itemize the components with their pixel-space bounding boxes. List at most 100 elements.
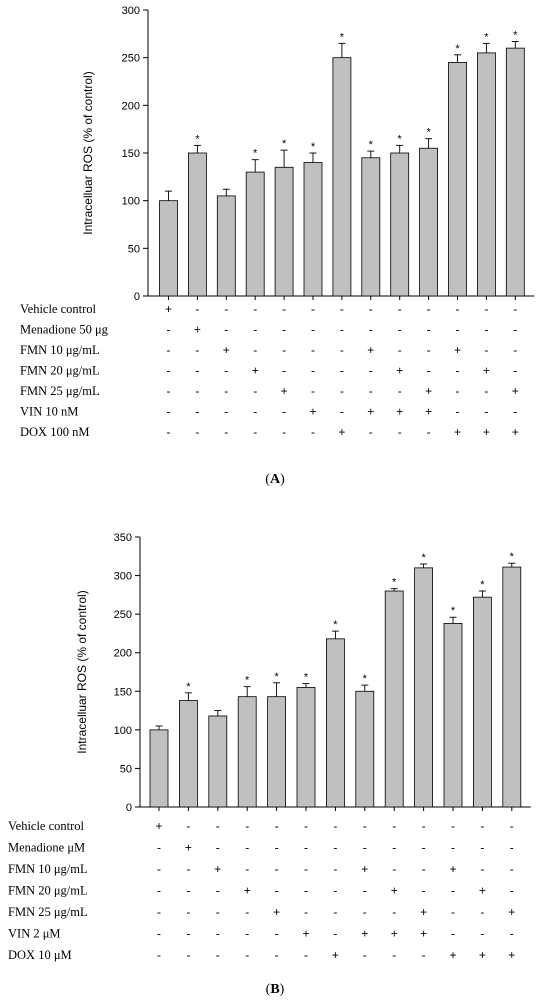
treatment-sign: - bbox=[451, 927, 455, 941]
treatment-label: DOX 100 nM bbox=[20, 425, 89, 439]
y-tick-label: 350 bbox=[114, 532, 132, 544]
treatment-sign: - bbox=[167, 343, 171, 357]
treatment-sign: - bbox=[304, 948, 308, 962]
treatment-sign: + bbox=[367, 343, 374, 357]
treatment-sign: - bbox=[392, 841, 396, 855]
treatment-label: VIN 2 μM bbox=[8, 927, 61, 941]
treatment-sign: - bbox=[451, 905, 455, 919]
treatment-sign: - bbox=[253, 343, 257, 357]
chart-panel-a: 0 50 100 150 200 250 300 Intracelluar ROS (% of… bbox=[20, 5, 535, 487]
significance-star: * bbox=[513, 29, 518, 41]
treatment-sign: - bbox=[427, 323, 431, 337]
treatment-sign: - bbox=[340, 384, 344, 398]
treatment-sign: - bbox=[363, 841, 367, 855]
significance-star: * bbox=[451, 605, 456, 617]
bar bbox=[384, 590, 404, 808]
treatment-sign: - bbox=[480, 905, 484, 919]
treatment-sign: - bbox=[245, 948, 249, 962]
treatment-sign: - bbox=[340, 364, 344, 378]
treatment-sign: - bbox=[245, 862, 249, 876]
treatment-sign: + bbox=[425, 384, 432, 398]
treatment-sign: - bbox=[186, 948, 190, 962]
treatment-sign: + bbox=[165, 302, 172, 316]
treatment-sign: - bbox=[304, 819, 308, 833]
treatment-sign: - bbox=[510, 927, 514, 941]
panel-paren-open: ( bbox=[265, 472, 270, 487]
treatment-sign: + bbox=[391, 927, 398, 941]
treatment-sign: - bbox=[311, 323, 315, 337]
treatment-sign: + bbox=[479, 884, 486, 898]
panel-letter: A bbox=[270, 472, 281, 487]
treatment-sign: - bbox=[275, 927, 279, 941]
treatment-sign: - bbox=[311, 364, 315, 378]
treatment-sign: - bbox=[480, 927, 484, 941]
treatment-sign: - bbox=[484, 343, 488, 357]
treatment-sign: - bbox=[422, 841, 426, 855]
treatment-sign: - bbox=[369, 425, 373, 439]
treatment-sign: + bbox=[273, 905, 280, 919]
treatment-sign: - bbox=[304, 841, 308, 855]
bar bbox=[237, 696, 257, 808]
treatment-sign: + bbox=[338, 425, 345, 439]
significance-star: * bbox=[333, 619, 338, 631]
treatment-sign: - bbox=[427, 425, 431, 439]
treatment-sign: + bbox=[391, 884, 398, 898]
treatment-sign: - bbox=[253, 323, 257, 337]
bar bbox=[208, 715, 228, 808]
treatment-sign: - bbox=[484, 384, 488, 398]
treatment-sign: + bbox=[512, 425, 519, 439]
significance-star: * bbox=[398, 133, 403, 145]
bar bbox=[178, 700, 198, 808]
significance-star: * bbox=[195, 133, 200, 145]
treatment-sign: - bbox=[510, 884, 514, 898]
treatment-sign: - bbox=[245, 819, 249, 833]
treatment-sign: - bbox=[422, 948, 426, 962]
treatment-sign: + bbox=[479, 948, 486, 962]
treatment-sign: - bbox=[195, 425, 199, 439]
y-tick-label: 150 bbox=[114, 686, 132, 698]
bar bbox=[419, 147, 439, 297]
treatment-sign: - bbox=[392, 819, 396, 833]
treatment-sign: + bbox=[194, 323, 201, 337]
treatment-sign: - bbox=[340, 302, 344, 316]
treatment-sign: - bbox=[340, 343, 344, 357]
treatment-sign: - bbox=[157, 905, 161, 919]
y-axis-label: Intracelluar ROS (% of control) bbox=[81, 71, 95, 234]
significance-star: * bbox=[510, 551, 515, 563]
treatment-sign: + bbox=[361, 927, 368, 941]
treatment-sign: - bbox=[304, 884, 308, 898]
treatment-label: FMN 10 μg/mL bbox=[20, 343, 100, 357]
treatment-sign: + bbox=[508, 905, 515, 919]
treatment-sign: - bbox=[480, 841, 484, 855]
treatment-sign: - bbox=[224, 384, 228, 398]
y-tick-label: 300 bbox=[114, 571, 132, 583]
bar bbox=[149, 729, 169, 808]
treatment-sign: - bbox=[392, 948, 396, 962]
treatment-sign: - bbox=[157, 862, 161, 876]
treatment-sign: - bbox=[369, 323, 373, 337]
treatment-sign: - bbox=[245, 841, 249, 855]
significance-star: * bbox=[392, 577, 397, 589]
bar bbox=[274, 166, 294, 297]
bar bbox=[390, 152, 410, 297]
y-tick-label: 250 bbox=[122, 53, 140, 65]
treatment-sign: + bbox=[420, 905, 427, 919]
treatment-sign: + bbox=[449, 948, 456, 962]
treatment-sign: - bbox=[216, 927, 220, 941]
y-tick-label: 50 bbox=[120, 763, 132, 775]
bar bbox=[448, 62, 467, 297]
significance-star: * bbox=[311, 141, 316, 153]
panel-paren-close: ) bbox=[280, 982, 285, 997]
treatment-sign: - bbox=[363, 884, 367, 898]
treatment-sign: - bbox=[484, 302, 488, 316]
treatment-label: VIN 10 nM bbox=[20, 405, 78, 419]
treatment-sign: + bbox=[454, 425, 461, 439]
treatment-sign: + bbox=[223, 343, 230, 357]
treatment-sign: - bbox=[480, 862, 484, 876]
treatment-sign: - bbox=[369, 364, 373, 378]
bar bbox=[325, 638, 345, 808]
treatment-sign: - bbox=[392, 905, 396, 919]
treatment-sign: - bbox=[369, 302, 373, 316]
significance-star: * bbox=[363, 673, 368, 685]
treatment-sign: - bbox=[398, 425, 402, 439]
